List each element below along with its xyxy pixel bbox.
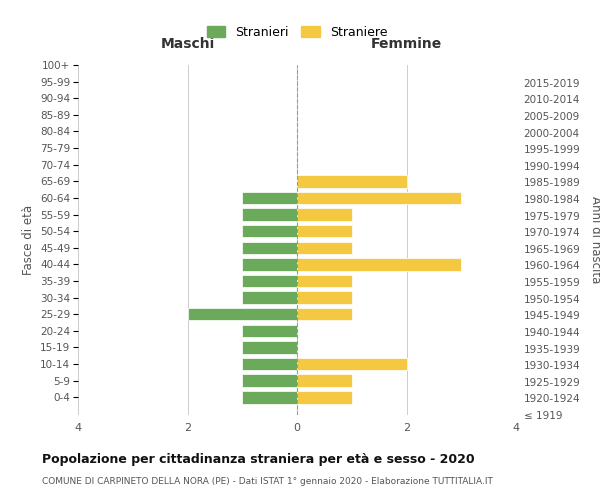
Text: Femmine: Femmine xyxy=(371,37,442,51)
Bar xyxy=(242,192,297,204)
Y-axis label: Anni di nascita: Anni di nascita xyxy=(589,196,600,284)
Text: Popolazione per cittadinanza straniera per età e sesso - 2020: Popolazione per cittadinanza straniera p… xyxy=(42,452,475,466)
Y-axis label: Fasce di età: Fasce di età xyxy=(22,205,35,275)
Bar xyxy=(297,292,352,304)
Bar xyxy=(242,242,297,254)
Bar xyxy=(242,258,297,270)
Legend: Stranieri, Straniere: Stranieri, Straniere xyxy=(203,22,391,43)
Bar xyxy=(187,308,297,320)
Bar xyxy=(242,324,297,337)
Bar xyxy=(242,292,297,304)
Bar xyxy=(297,225,352,237)
Bar xyxy=(242,391,297,404)
Bar xyxy=(242,342,297,353)
Text: Maschi: Maschi xyxy=(160,37,215,51)
Bar xyxy=(297,258,461,270)
Bar xyxy=(242,374,297,387)
Bar xyxy=(297,308,352,320)
Bar xyxy=(297,391,352,404)
Bar xyxy=(297,175,407,188)
Bar xyxy=(242,225,297,237)
Bar xyxy=(297,192,461,204)
Bar xyxy=(297,358,407,370)
Bar xyxy=(297,242,352,254)
Bar xyxy=(242,358,297,370)
Bar xyxy=(297,275,352,287)
Bar xyxy=(242,208,297,221)
Bar xyxy=(297,208,352,221)
Text: COMUNE DI CARPINETO DELLA NORA (PE) - Dati ISTAT 1° gennaio 2020 - Elaborazione : COMUNE DI CARPINETO DELLA NORA (PE) - Da… xyxy=(42,478,493,486)
Bar xyxy=(297,374,352,387)
Bar xyxy=(242,275,297,287)
